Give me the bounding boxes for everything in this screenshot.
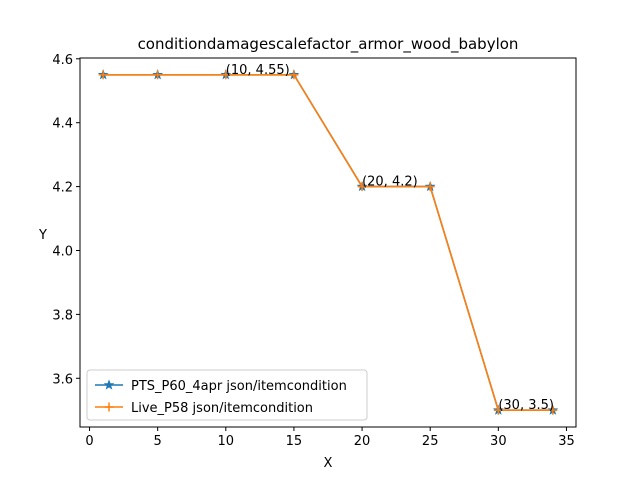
- plot-area: (10, 4.55) (20, 4.2) (30, 3.5): [97, 63, 559, 415]
- point-annotation: (30, 3.5): [498, 398, 554, 413]
- y-tick-label: 4.0: [52, 244, 73, 259]
- x-tick-label: 30: [490, 434, 507, 449]
- x-axis-label: X: [324, 456, 333, 471]
- x-axis: 0 5 10 15 20 25 30 35: [85, 427, 575, 449]
- point-annotation: (10, 4.55): [226, 63, 290, 78]
- x-tick-label: 25: [422, 434, 439, 449]
- series-2-point: [548, 405, 558, 415]
- legend: PTS_P60_4apr json/itemcondition Live_P58 …: [86, 369, 368, 421]
- point-annotation: (20, 4.2): [362, 175, 418, 190]
- series-2-point: [493, 405, 503, 415]
- x-tick-label: 35: [558, 434, 575, 449]
- series-line-2: [103, 73, 553, 412]
- plot-frame: [79, 57, 577, 428]
- y-axis-label: Y: [38, 228, 47, 243]
- legend-entry: Live_P58 json/itemcondition: [95, 401, 313, 416]
- legend-box: [86, 369, 368, 421]
- x-tick-label: 15: [286, 434, 303, 449]
- series-2-point: [98, 70, 108, 80]
- legend-label: PTS_P60_4apr json/itemcondition: [131, 379, 347, 394]
- chart-title: conditiondamagescalefactor_armor_wood_ba…: [138, 35, 519, 54]
- series-2-point: [289, 70, 299, 80]
- x-tick-label: 0: [85, 434, 93, 449]
- y-tick-label: 4.2: [52, 181, 73, 196]
- series-line-1: [103, 73, 553, 412]
- y-tick-label: 4.4: [52, 117, 73, 132]
- x-tick-label: 10: [218, 434, 235, 449]
- y-axis: 3.6 3.8 4.0 4.2 4.4 4.6: [52, 53, 80, 387]
- y-tick-label: 3.6: [52, 372, 73, 387]
- y-tick-label: 3.8: [52, 308, 73, 323]
- series-2-point: [357, 182, 367, 192]
- legend-label: Live_P58 json/itemcondition: [131, 401, 313, 416]
- legend-marker: [103, 379, 115, 390]
- legend-entry: PTS_P60_4apr json/itemcondition: [95, 379, 347, 394]
- y-tick-label: 4.6: [52, 53, 73, 68]
- series-2-point: [221, 70, 231, 80]
- series-2-point: [153, 70, 163, 80]
- series-2-point: [425, 182, 435, 192]
- x-tick-label: 5: [154, 434, 162, 449]
- x-tick-label: 20: [354, 434, 371, 449]
- legend-marker: [104, 402, 114, 412]
